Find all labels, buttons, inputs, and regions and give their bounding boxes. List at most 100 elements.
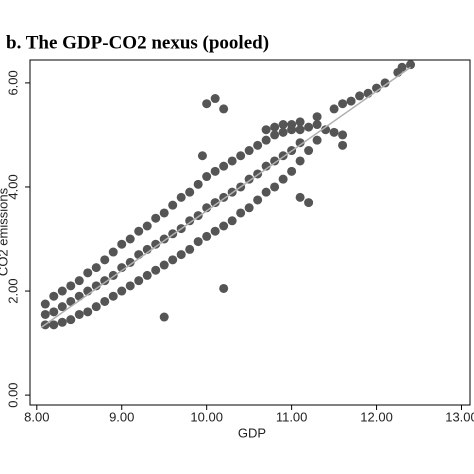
point <box>278 127 288 137</box>
point <box>168 255 178 265</box>
point <box>185 187 195 197</box>
point <box>202 231 212 241</box>
point <box>287 120 297 130</box>
point <box>219 283 229 293</box>
point <box>202 99 212 109</box>
point <box>261 125 271 135</box>
y-tick-label: 4.00 <box>5 174 20 199</box>
point <box>125 257 135 267</box>
x-tick-label: 13.00 <box>445 409 474 424</box>
point <box>142 270 152 280</box>
point <box>40 309 50 319</box>
point <box>219 161 229 171</box>
point <box>168 200 178 210</box>
point <box>100 276 110 286</box>
point <box>91 302 101 312</box>
point <box>176 250 186 260</box>
point <box>338 140 348 150</box>
point <box>270 130 280 140</box>
point <box>176 192 186 202</box>
point <box>295 192 305 202</box>
point <box>270 156 280 166</box>
point <box>83 307 93 317</box>
point <box>49 307 59 317</box>
point <box>210 94 220 104</box>
point <box>125 281 135 291</box>
point <box>338 130 348 140</box>
point <box>159 208 169 218</box>
point <box>219 221 229 231</box>
point <box>244 203 254 213</box>
point <box>66 281 76 291</box>
point <box>304 198 314 208</box>
x-tick-label: 9.00 <box>109 409 134 424</box>
point <box>151 239 161 249</box>
point <box>159 260 169 270</box>
point <box>134 226 144 236</box>
x-tick-label: 11.00 <box>276 409 308 424</box>
x-axis-label: GDP <box>238 425 266 440</box>
point <box>270 182 280 192</box>
fit-line <box>40 66 411 329</box>
point <box>287 166 297 176</box>
point <box>236 208 246 218</box>
point <box>91 263 101 273</box>
point <box>57 317 67 327</box>
point <box>202 172 212 182</box>
point <box>329 127 339 137</box>
y-tick-label: 2.00 <box>5 278 20 303</box>
point <box>159 234 169 244</box>
point <box>278 120 288 130</box>
y-tick-label: 0.00 <box>5 382 20 407</box>
point <box>253 195 263 205</box>
point <box>117 239 127 249</box>
point <box>108 247 118 257</box>
point <box>108 291 118 301</box>
point <box>244 146 254 156</box>
point <box>346 96 356 106</box>
point <box>210 166 220 176</box>
point <box>49 320 59 330</box>
point <box>210 198 220 208</box>
point <box>261 161 271 171</box>
point <box>197 151 207 161</box>
point <box>312 135 322 145</box>
point <box>219 104 229 114</box>
point <box>304 122 314 132</box>
point <box>295 138 305 148</box>
point <box>270 122 280 132</box>
point <box>295 156 305 166</box>
point <box>261 135 271 145</box>
point <box>261 187 271 197</box>
point <box>227 156 237 166</box>
y-tick-label: 6.00 <box>5 70 20 95</box>
point <box>312 112 322 122</box>
x-tick-label: 8.00 <box>24 409 49 424</box>
point <box>193 237 203 247</box>
point <box>304 146 314 156</box>
x-tick-label: 12.00 <box>360 409 393 424</box>
point <box>210 226 220 236</box>
point <box>57 302 67 312</box>
point <box>159 312 169 322</box>
point <box>312 120 322 130</box>
x-tick-label: 10.00 <box>190 409 223 424</box>
point <box>74 291 84 301</box>
point <box>185 244 195 254</box>
point <box>100 296 110 306</box>
point <box>329 104 339 114</box>
point <box>236 151 246 161</box>
point <box>227 216 237 226</box>
point <box>117 286 127 296</box>
point <box>151 265 161 275</box>
point <box>100 255 110 265</box>
chart-title: b. The GDP-CO2 nexus (pooled) <box>6 32 269 53</box>
point <box>91 281 101 291</box>
point <box>185 216 195 226</box>
point <box>380 78 390 88</box>
point <box>321 125 331 135</box>
point <box>397 62 407 72</box>
point <box>244 174 254 184</box>
y-axis-label: CO2 emissions <box>0 187 10 276</box>
